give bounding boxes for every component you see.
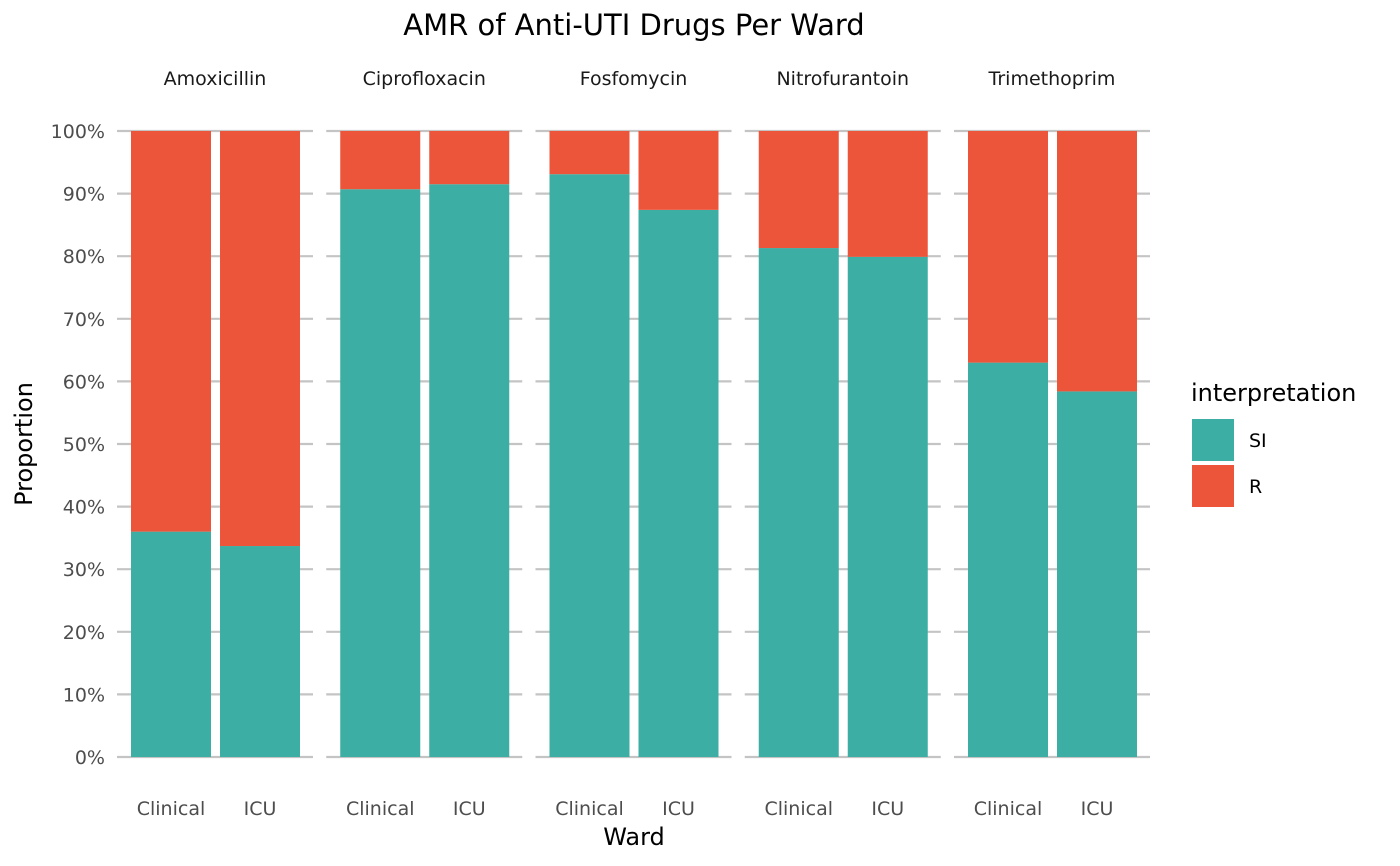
bar-segment <box>131 531 211 757</box>
bar-segment <box>1057 131 1137 392</box>
x-tick-label: ICU <box>871 798 904 820</box>
bar-segment <box>340 189 421 757</box>
legend-title: interpretation <box>1191 379 1356 407</box>
legend-label: SI <box>1249 430 1267 452</box>
x-tick-label: ICU <box>662 798 695 820</box>
x-tick-label: ICU <box>244 798 277 820</box>
facet-label: Trimethoprim <box>988 68 1116 90</box>
bar-segment <box>758 248 839 757</box>
y-tick-label: 50% <box>63 434 105 456</box>
y-tick-label: 100% <box>51 121 105 143</box>
y-tick-label: 40% <box>63 497 105 519</box>
y-tick-label: 10% <box>63 684 105 706</box>
x-axis-ticks: Clinical ICU Clinical ICU Clinical ICU Clinica… <box>137 798 1114 820</box>
facet-label: Ciprofloxacin <box>363 68 486 90</box>
legend-label: R <box>1249 476 1262 498</box>
bar-segment <box>638 131 719 210</box>
chart-title: AMR of Anti-UTI Drugs Per Ward <box>403 8 864 42</box>
legend-key <box>1192 465 1234 507</box>
bar-segment <box>429 131 510 185</box>
legend: interpretation SI R <box>1191 379 1356 507</box>
bar-segment <box>131 131 211 532</box>
y-tick-label: 20% <box>63 622 105 644</box>
bar-segment <box>1057 391 1137 757</box>
x-tick-label: ICU <box>453 798 486 820</box>
bar-segment <box>220 546 300 757</box>
bar-segment <box>968 131 1048 363</box>
x-tick-label: Clinical <box>974 798 1043 820</box>
x-axis-title: Ward <box>603 823 665 851</box>
bar-segment <box>968 362 1048 757</box>
bar-segment <box>847 256 928 757</box>
bar-segment <box>549 131 630 175</box>
y-axis-ticks: 0% 10% 20% 30% 40% 50% 60% 70% 80% 90% 100% <box>51 121 105 769</box>
y-tick-label: 60% <box>63 371 105 393</box>
bar-segment <box>340 131 421 190</box>
facet-label: Amoxicillin <box>164 68 267 90</box>
bar-segment <box>549 174 630 758</box>
x-tick-label: Clinical <box>346 798 415 820</box>
y-axis-title: Proportion <box>10 382 38 506</box>
y-tick-label: 30% <box>63 559 105 581</box>
y-tick-label: 80% <box>63 246 105 268</box>
y-tick-label: 0% <box>75 747 105 769</box>
legend-key <box>1192 419 1234 461</box>
bar-segment <box>429 184 510 757</box>
y-tick-label: 90% <box>63 184 105 206</box>
facet-strips: Amoxicillin Ciprofloxacin Fosfomycin Nitrof… <box>164 68 1116 90</box>
bar-segment <box>758 131 839 249</box>
x-tick-label: Clinical <box>764 798 833 820</box>
x-tick-label: ICU <box>1081 798 1114 820</box>
bar-segment <box>638 209 719 758</box>
bars <box>131 131 1137 758</box>
facet-label: Fosfomycin <box>580 68 688 90</box>
x-tick-label: Clinical <box>137 798 206 820</box>
bar-segment <box>847 131 928 257</box>
y-tick-label: 70% <box>63 309 105 331</box>
facet-label: Nitrofurantoin <box>776 68 909 90</box>
x-tick-label: Clinical <box>555 798 624 820</box>
bar-segment <box>220 131 300 547</box>
